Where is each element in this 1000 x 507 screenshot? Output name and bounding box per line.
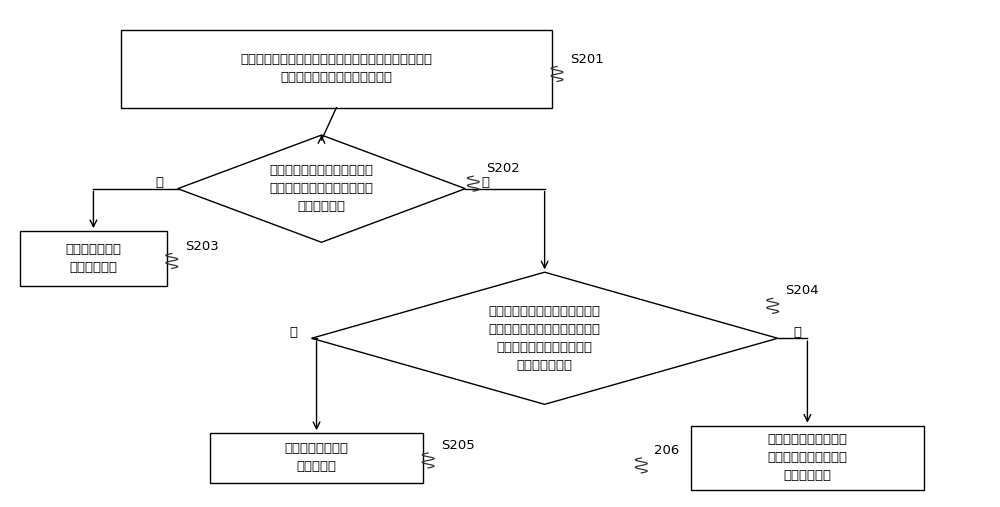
Bar (121, 30, 552, 107)
Text: 接收交易发送方发送的第一同态承诺数据和交易、交易
接收方发送的第二同态承诺数据: 接收交易发送方发送的第一同态承诺数据和交易、交易 接收方发送的第二同态承诺数据 (240, 54, 432, 85)
Text: 是: 是 (481, 176, 489, 189)
Text: S202: S202 (486, 162, 520, 175)
Text: S201: S201 (570, 53, 604, 65)
Polygon shape (178, 135, 465, 242)
Text: 是: 是 (794, 326, 802, 339)
Text: 对第一同态承诺数据和第二同
态承诺数据进行校验，确定该
交易是否成功: 对第一同态承诺数据和第二同 态承诺数据进行校验，确定该 交易是否成功 (270, 164, 374, 213)
Text: 确定交易失败，
结束此次交易: 确定交易失败， 结束此次交易 (65, 243, 121, 274)
Polygon shape (312, 272, 778, 405)
Text: 确定交易失败，结
束此次交易: 确定交易失败，结 束此次交易 (285, 443, 349, 474)
Text: 否: 否 (290, 326, 298, 339)
Text: 确定交易成功，并更新
交易发送方和交易接收
方的账户余额: 确定交易成功，并更新 交易发送方和交易接收 方的账户余额 (767, 433, 847, 483)
Bar (210, 433, 423, 483)
Text: 校验第一同态承诺数据和第二同
态承诺数据的校验数据，确定校
验数据是否符合区块链系统
预设的数据格式: 校验第一同态承诺数据和第二同 态承诺数据的校验数据，确定校 验数据是否符合区块链… (489, 305, 601, 372)
Text: 否: 否 (156, 176, 164, 189)
Bar (691, 425, 924, 490)
Bar (20, 231, 167, 286)
Text: 206: 206 (654, 444, 679, 457)
Text: S205: S205 (441, 439, 475, 452)
Text: S203: S203 (185, 239, 218, 252)
Text: S204: S204 (786, 284, 819, 298)
